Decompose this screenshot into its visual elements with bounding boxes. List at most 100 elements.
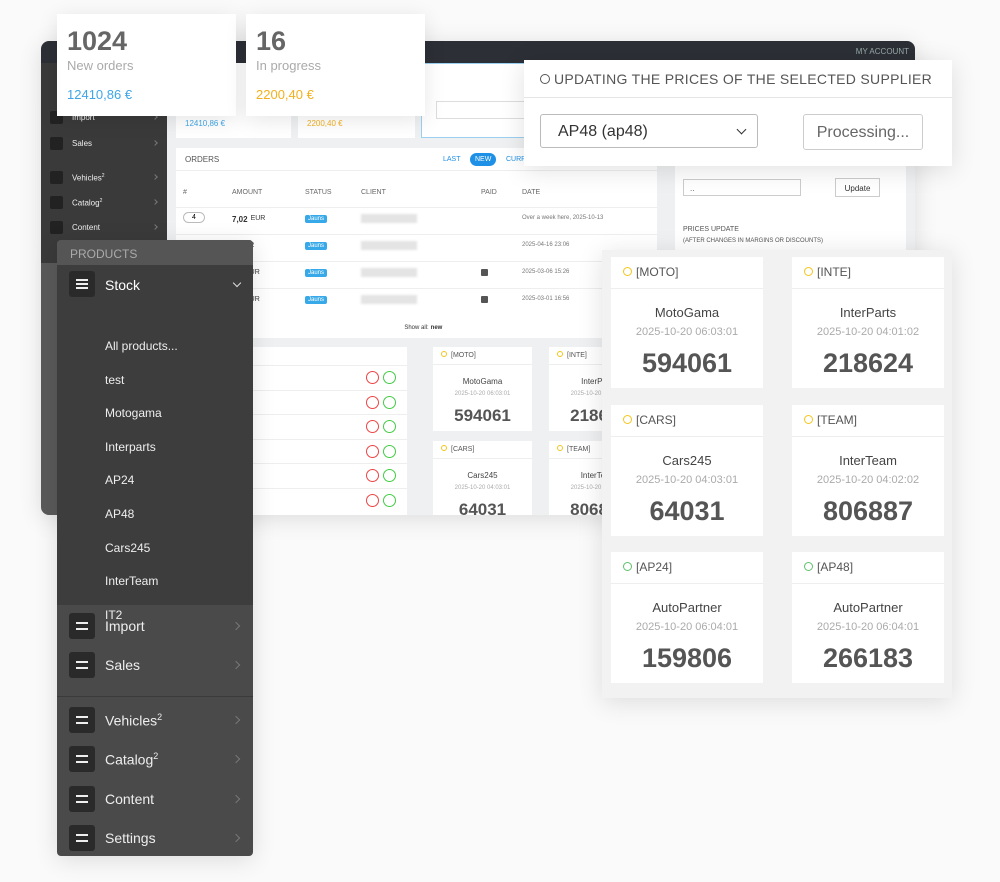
- confirm-button[interactable]: [383, 395, 396, 409]
- card-header: [TEAM]: [792, 405, 944, 437]
- update-panel: .. Update: [675, 161, 906, 221]
- icon-line: [76, 755, 88, 757]
- menu-label[interactable]: Sales: [72, 139, 92, 148]
- label-sup: 2: [99, 198, 103, 204]
- order-date: 2025-03-01 16:56: [522, 296, 570, 302]
- status-dot: [804, 414, 813, 424]
- amount-currency: EUR: [250, 215, 266, 222]
- stat-amount: 12410,86 €: [67, 87, 133, 102]
- label-text: Vehicles: [105, 712, 158, 729]
- supplier-count: 218624: [822, 348, 914, 378]
- row-line: [176, 487, 407, 489]
- menu-label[interactable]: Stock: [105, 277, 141, 293]
- delete-button[interactable]: [366, 493, 379, 507]
- update-button[interactable]: Update: [835, 178, 880, 197]
- supplier-name: MotoGama: [654, 305, 720, 320]
- mini-icon: [50, 171, 63, 184]
- menu-label[interactable]: Catalog2: [105, 751, 158, 768]
- order-num: 4: [183, 212, 205, 223]
- row-line: [176, 389, 407, 391]
- submenu-item[interactable]: Interparts: [105, 439, 156, 454]
- supplier-select[interactable]: ..: [683, 179, 801, 196]
- menu-label[interactable]: Settings: [105, 830, 156, 846]
- client-email: [361, 268, 417, 277]
- menu-label[interactable]: Catalog2: [72, 198, 102, 208]
- menu-label[interactable]: Import: [105, 618, 145, 634]
- menu-label[interactable]: Content: [105, 791, 154, 807]
- menu-label[interactable]: Vehicles2: [72, 173, 105, 183]
- processing-button[interactable]: Processing...: [803, 114, 923, 150]
- menu-label[interactable]: Vehicles2: [105, 712, 162, 729]
- row-line: [176, 288, 657, 289]
- delete-button[interactable]: [366, 395, 379, 409]
- separator: [57, 696, 253, 697]
- menu-label[interactable]: Sales: [105, 657, 140, 673]
- update-modal: UPDATING THE PRICES OF THE SELECTED SUPP…: [524, 60, 952, 166]
- orders-tab[interactable]: LAST: [443, 156, 461, 163]
- row-line: [176, 261, 657, 262]
- order-date: 2025-04-16 23:06: [522, 242, 570, 248]
- submenu-item[interactable]: AP48: [105, 507, 135, 521]
- status-dot: [441, 445, 447, 451]
- confirm-button[interactable]: [383, 371, 396, 384]
- orders-panel: ORDERS LAST NEW CURR # AMOUNT STATUS CLIENT PAI…: [176, 148, 657, 338]
- supplier-code: [TEAM]: [567, 446, 591, 453]
- account-link[interactable]: MY ACCOUNT: [855, 47, 909, 56]
- status-dot: [623, 562, 632, 571]
- label-sup: 2: [101, 173, 105, 179]
- confirm-button[interactable]: [383, 493, 396, 507]
- submenu-item[interactable]: InterTeam: [105, 574, 159, 589]
- submenu-item[interactable]: IT2: [105, 607, 123, 622]
- client-email: [361, 214, 417, 223]
- row-line: [176, 234, 657, 235]
- order-status: Jauns: [305, 269, 328, 277]
- confirm-button[interactable]: [383, 469, 396, 482]
- modal-title: UPDATING THE PRICES OF THE SELECTED SUPP…: [554, 71, 933, 87]
- sidebar-section: PRODUCTS: [57, 240, 253, 265]
- orders-tab[interactable]: CURR: [506, 156, 527, 163]
- confirm-button[interactable]: [383, 420, 396, 433]
- delete-button[interactable]: [366, 420, 379, 433]
- delete-button[interactable]: [366, 469, 379, 482]
- supplier-date: 2025-10-20 06:04:01: [635, 621, 739, 633]
- icon-line: [76, 722, 88, 724]
- icon-line: [76, 716, 88, 718]
- stat-count: 1024: [67, 26, 128, 56]
- delete-button[interactable]: [366, 444, 379, 458]
- supplier-card: [CARS] Cars245 2025-10-20 04:03:01 64031: [611, 404, 763, 536]
- menu-label[interactable]: Content: [72, 223, 100, 232]
- supplier-cards: [MOTO] MotoGama 2025-10-20 06:03:01 594061[…: [602, 250, 952, 698]
- chevron: [231, 833, 241, 843]
- card-header: [AP24]: [611, 552, 763, 584]
- stat-amount: 12410,86 €: [185, 119, 226, 128]
- search-input[interactable]: [436, 101, 526, 119]
- label-sup: 2: [153, 751, 159, 761]
- supplier-code: [INTE]: [817, 265, 852, 279]
- menu-icon: [69, 613, 95, 639]
- stat-amount: 2200,40 €: [307, 119, 343, 128]
- icon-line: [76, 834, 88, 836]
- delete-button[interactable]: [366, 371, 379, 384]
- orders-tab[interactable]: NEW: [470, 153, 497, 166]
- submenu-item[interactable]: All products...: [105, 339, 178, 353]
- submenu-item[interactable]: AP24: [105, 473, 135, 488]
- supplier-select[interactable]: AP48 (ap48): [540, 114, 758, 148]
- stat-amount: 2200,40 €: [256, 87, 314, 102]
- menu-icon: [69, 786, 95, 812]
- menu-label[interactable]: Import: [72, 113, 95, 122]
- submenu-item[interactable]: Motogama: [105, 406, 162, 421]
- mini-card-header: [INTE]: [549, 347, 648, 365]
- submenu-item[interactable]: Cars245: [105, 540, 151, 555]
- supplier-card: [AP24] AutoPartner 2025-10-20 06:04:01 1598…: [611, 552, 763, 683]
- mini-card: [MOTO] MotoGama 2025-10-20 06:03:01 594061: [433, 347, 532, 431]
- supplier-date: 2025-10-20 04:03:01: [635, 473, 739, 486]
- show-all[interactable]: Show all: new: [176, 325, 657, 331]
- stat-card: 1024 New orders 12410,86 €: [57, 14, 236, 116]
- supplier-name: InterParts: [839, 305, 897, 320]
- show-all-text: Show all:: [404, 325, 429, 331]
- confirm-button[interactable]: [383, 444, 396, 458]
- submenu-item[interactable]: test: [105, 372, 125, 387]
- row-line: [176, 438, 407, 440]
- divider: [176, 170, 657, 171]
- paid-check: [481, 269, 488, 276]
